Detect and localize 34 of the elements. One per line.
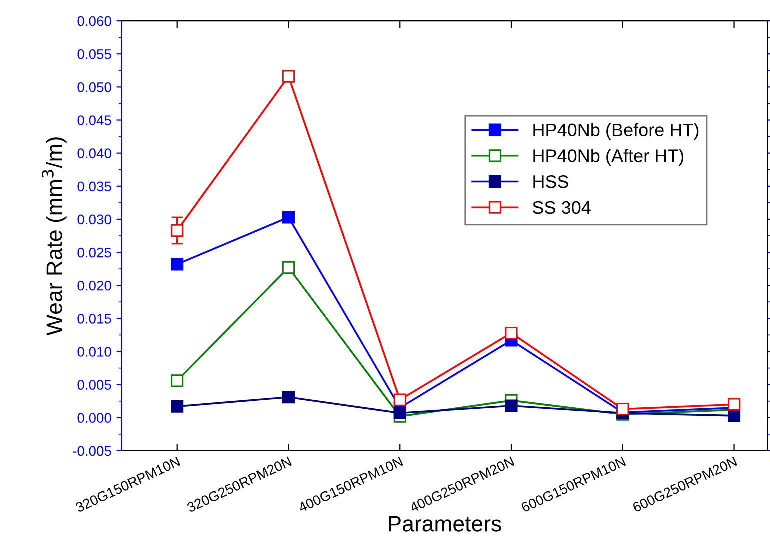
point [616,403,630,416]
point [282,70,295,83]
point [171,258,184,271]
point [282,262,295,274]
point [394,407,406,420]
y-tick-label: 0.030 [78,214,112,225]
y-tick-label: 0.015 [78,314,112,324]
legend-label: HSS [534,175,568,188]
y-tick-label: 0.000 [78,413,112,424]
y-tick-label: 0.055 [78,49,112,60]
point [282,391,295,404]
y-tick-label: 0.050 [78,82,112,92]
legend-label: HP40Nb (Before HT) [534,123,699,140]
y-tick-label: 0.040 [78,148,112,158]
y-tick-label: 0.060 [78,16,112,26]
point [728,398,741,411]
point [171,400,184,413]
y-tick-label: 0.010 [78,347,112,357]
x-axis-title: Parameters [389,516,502,532]
y-tick-label: 0.025 [78,248,112,258]
y-tick-label: 0.005 [78,380,112,390]
point [282,211,295,224]
point [171,374,184,388]
legend-label: SS 304 [533,201,591,214]
y-tick-label: -0.005 [73,446,112,456]
point [394,394,406,406]
point [505,400,518,412]
y-tick-label: 0.035 [78,182,112,192]
legend-label: HP40Nb (After HT) [534,149,684,166]
point [171,224,184,237]
y-tick-label: 0.045 [78,116,112,126]
y-tick-label: 0.020 [78,280,112,291]
y-axis-title: Wear Rate (mm$^{3}$/m) [42,138,67,336]
point [505,326,518,340]
